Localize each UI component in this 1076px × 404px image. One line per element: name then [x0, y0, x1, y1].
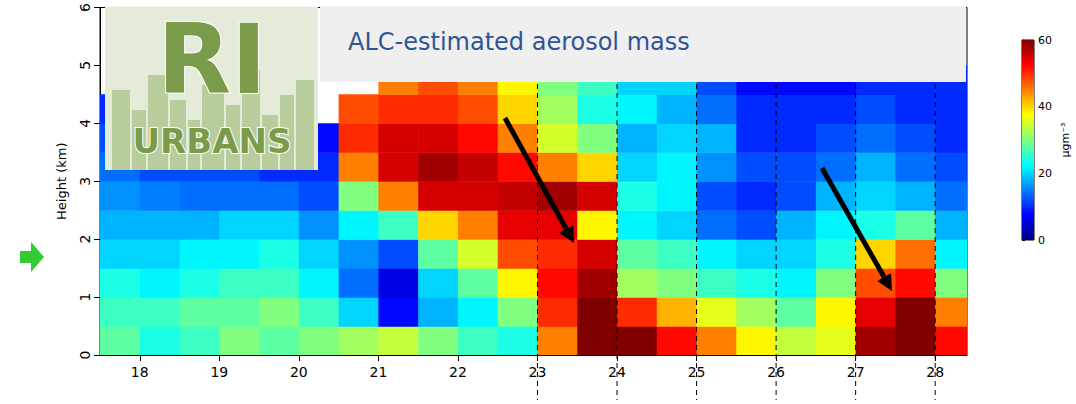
svg-text:20: 20	[290, 364, 308, 380]
svg-text:22: 22	[449, 364, 467, 380]
svg-text:μgm⁻³: μgm⁻³	[1059, 123, 1072, 158]
svg-text:40: 40	[1038, 100, 1052, 113]
svg-text:28: 28	[926, 364, 945, 380]
svg-text:4: 4	[77, 119, 93, 128]
svg-text:RI: RI	[157, 4, 267, 116]
svg-text:21: 21	[369, 364, 387, 380]
svg-text:1: 1	[77, 293, 93, 302]
svg-text:23: 23	[528, 364, 547, 380]
svg-text:18: 18	[131, 364, 149, 380]
svg-text:ALC-estimated aerosol mass: ALC-estimated aerosol mass	[348, 28, 690, 56]
svg-text:2: 2	[77, 235, 93, 244]
svg-text:19: 19	[210, 364, 228, 380]
svg-text:6: 6	[77, 3, 93, 12]
svg-text:27: 27	[846, 364, 865, 380]
svg-text:24: 24	[608, 364, 626, 380]
svg-text:60: 60	[1038, 34, 1052, 47]
svg-text:Height (km): Height (km)	[54, 143, 69, 220]
svg-text:25: 25	[687, 364, 706, 380]
svg-text:0: 0	[1038, 234, 1045, 247]
svg-text:26: 26	[767, 364, 785, 380]
svg-text:20: 20	[1038, 167, 1052, 180]
svg-text:URBANS: URBANS	[133, 121, 292, 161]
svg-text:0: 0	[77, 351, 93, 360]
svg-text:5: 5	[77, 61, 93, 70]
svg-text:3: 3	[77, 177, 93, 186]
